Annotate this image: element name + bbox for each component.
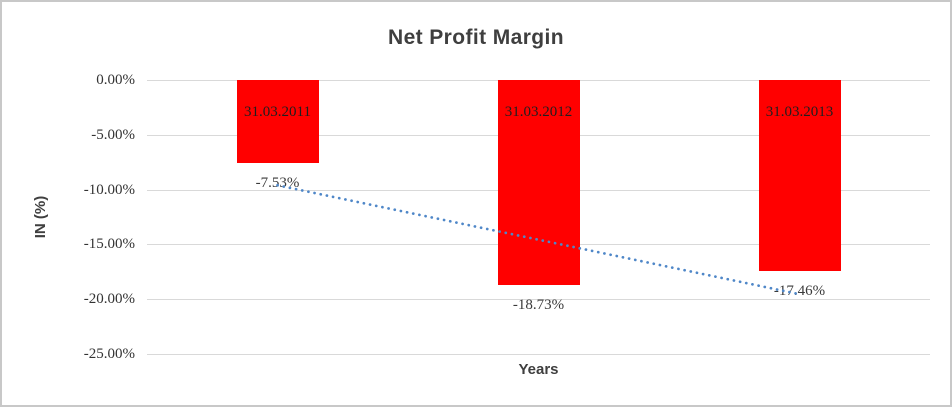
category-label: 31.03.2012 — [504, 104, 573, 120]
category-label: 31.03.2011 — [244, 104, 311, 120]
chart-title: Net Profit Margin — [388, 26, 564, 49]
category-label: 31.03.2013 — [765, 104, 834, 120]
y-tick-label: -5.00% — [91, 126, 135, 143]
y-tick-label: -25.00% — [83, 346, 135, 362]
x-axis-title: Years — [518, 361, 559, 378]
y-tick-label: -15.00% — [83, 236, 135, 253]
gridline — [147, 299, 930, 301]
bar-31.03.2011 — [236, 80, 319, 163]
gridline — [147, 354, 930, 355]
y-tick-label: -10.00% — [83, 181, 135, 198]
data-label: -18.73% — [512, 297, 565, 314]
data-label: -17.46% — [773, 283, 826, 300]
y-tick-label: -20.00% — [83, 291, 135, 308]
data-label: -7.53% — [255, 174, 300, 191]
y-tick-label: 0.00% — [96, 72, 135, 88]
